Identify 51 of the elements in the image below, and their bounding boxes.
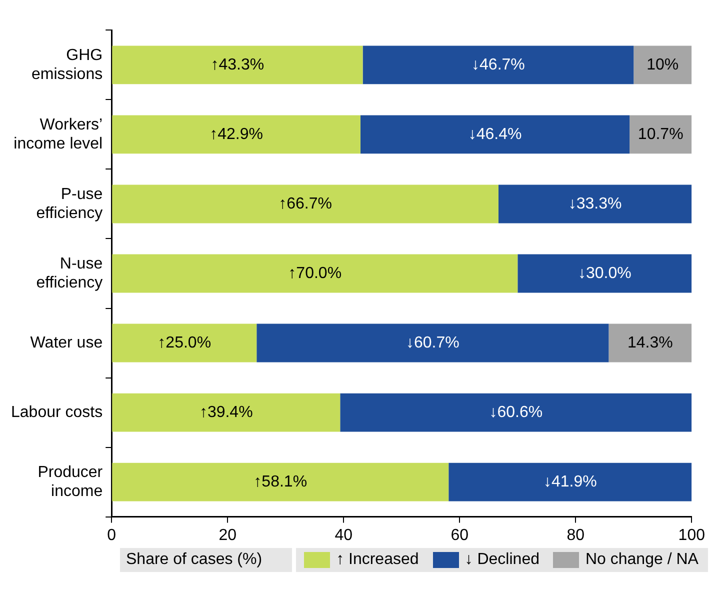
data-label: ↑39.4% (199, 404, 253, 421)
data-label: ↑66.7% (278, 195, 332, 212)
legend-label: ↑ Increased (336, 551, 419, 569)
y-tick-label: GHG emissions (31, 46, 103, 83)
bar (112, 254, 518, 293)
bar (112, 115, 360, 154)
x-tick-label: 20 (218, 526, 237, 544)
y-tick-label: Water use (30, 334, 103, 352)
x-axis-title: Share of cases (%) (120, 548, 292, 572)
bar (256, 324, 609, 362)
bar (630, 115, 692, 154)
legend-label: ↓ Declined (464, 551, 540, 569)
bar (518, 254, 692, 293)
x-tick-label: 100 (678, 526, 706, 544)
legend-label: No change / NA (585, 551, 698, 569)
bar (634, 46, 692, 84)
bar (448, 462, 692, 502)
data-label: ↑43.3% (210, 56, 264, 74)
bar (112, 462, 449, 502)
data-label: 10.7% (638, 126, 684, 143)
x-tick-label: 40 (334, 526, 353, 544)
data-label: ↓46.7% (472, 56, 525, 74)
y-tick-label: Labour costs (11, 404, 103, 421)
data-label: ↓60.6% (489, 404, 543, 421)
bar (340, 393, 692, 432)
data-label: ↑70.0% (288, 264, 342, 282)
y-tick-label: P-use efficiency (36, 186, 103, 222)
bar (112, 393, 340, 432)
y-tick-label: N-use efficiency (36, 255, 103, 292)
bar (112, 46, 363, 84)
bar (362, 46, 634, 84)
data-label: ↓33.3% (568, 195, 622, 212)
y-tick-label: Workers’ income level (14, 116, 103, 152)
data-label: ↓30.0% (578, 264, 632, 282)
data-label: 14.3% (627, 334, 673, 352)
bar (498, 184, 692, 224)
data-label: ↑58.1% (254, 473, 308, 490)
x-tick-label: 0 (107, 526, 116, 544)
data-label: ↓60.7% (406, 334, 460, 352)
x-tick-label: 60 (450, 526, 469, 544)
bar (112, 184, 498, 224)
data-label: ↓46.4% (468, 126, 522, 143)
data-label: 10% (646, 56, 679, 74)
data-label: ↓41.9% (543, 473, 597, 490)
bar (112, 324, 257, 362)
data-label: ↑25.0% (158, 334, 212, 352)
y-tick-label: Producer income (38, 464, 104, 500)
data-label: ↑42.9% (210, 126, 263, 143)
bar (360, 115, 630, 154)
bar (608, 324, 692, 362)
x-tick-label: 80 (566, 526, 585, 544)
